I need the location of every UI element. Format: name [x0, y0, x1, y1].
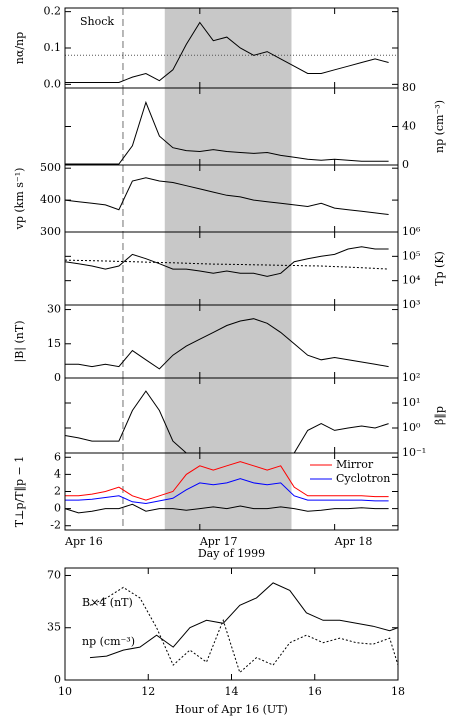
shaded-interval [164, 8, 292, 88]
data-line [64, 246, 389, 277]
y-tick-label: 40 [402, 120, 416, 133]
x-tick-label: Apr 17 [199, 535, 238, 548]
x-axis-label: Day of 1999 [198, 547, 265, 560]
series-label: np (cm⁻³) [82, 635, 135, 648]
y-tick-label: 4 [54, 467, 61, 480]
x-tick-label: 12 [141, 685, 155, 698]
x-axis-label: Hour of Apr 16 (UT) [175, 703, 288, 716]
y-axis-label: T⊥p/T‖p − 1 [13, 456, 27, 528]
plot-frame [64, 567, 399, 681]
x-tick-label: 18 [391, 685, 405, 698]
shaded-interval [164, 305, 292, 378]
data-line [64, 177, 389, 215]
shaded-interval [164, 378, 292, 453]
y-tick-label: 10⁰ [402, 421, 421, 434]
y-tick-label: 10⁻¹ [402, 446, 426, 459]
x-tick-label: 14 [225, 685, 239, 698]
shaded-interval [164, 232, 292, 305]
shaded-interval [164, 165, 292, 232]
y-axis-label: nα/np [13, 32, 26, 64]
x-tick-label: Apr 18 [334, 535, 373, 548]
y-axis-label: |B| (nT) [13, 321, 27, 363]
y-axis-label: Tp (K) [433, 251, 446, 286]
legend-label: Cyclotron [336, 472, 390, 485]
y-tick-label: 400 [40, 193, 61, 206]
y-axis-label: np (cm⁻³) [433, 100, 446, 153]
y-tick-label: 0 [54, 371, 61, 384]
y-tick-label: 35 [47, 621, 61, 634]
y-tick-label: 0 [54, 502, 61, 515]
y-tick-label: 10³ [402, 298, 420, 311]
data-line [89, 582, 399, 659]
y-tick-label: 0.0 [44, 77, 62, 90]
y-tick-label: 0 [54, 673, 61, 686]
x-tick-label: 16 [308, 685, 322, 698]
y-tick-label: 15 [47, 337, 61, 350]
series-label: B×4 (nT) [82, 596, 133, 609]
y-tick-label: 30 [47, 303, 61, 316]
data-line [64, 259, 389, 270]
data-line [64, 503, 389, 514]
y-axis-label: β‖p [433, 406, 447, 425]
y-tick-label: 10⁴ [402, 274, 421, 287]
x-tick-label: Apr 16 [64, 535, 103, 548]
y-tick-label: 10⁵ [402, 249, 420, 262]
data-line [65, 21, 389, 83]
y-tick-label: 0.1 [44, 41, 62, 54]
data-line [65, 478, 389, 505]
y-tick-label: 500 [40, 161, 61, 174]
y-tick-label: 80 [402, 81, 416, 94]
data-line [89, 586, 399, 674]
y-tick-label: 10⁶ [402, 225, 421, 238]
y-tick-label: 0 [402, 158, 409, 171]
y-tick-label: 0.2 [44, 5, 62, 18]
legend-label: Mirror [336, 458, 374, 471]
y-tick-label: 2 [54, 485, 61, 498]
annotation: Shock [80, 15, 114, 28]
y-axis-label: vp (km s⁻¹) [13, 168, 26, 231]
data-line [65, 318, 389, 370]
y-tick-label: -2 [50, 519, 61, 532]
y-tick-label: 70 [47, 568, 61, 581]
x-tick-label: 10 [58, 685, 72, 698]
y-tick-label: 10¹ [402, 396, 420, 409]
y-tick-label: 10² [402, 371, 420, 384]
y-tick-label: 300 [40, 225, 61, 238]
y-tick-label: 6 [54, 450, 61, 463]
data-line [65, 461, 389, 501]
shaded-interval [164, 88, 292, 165]
